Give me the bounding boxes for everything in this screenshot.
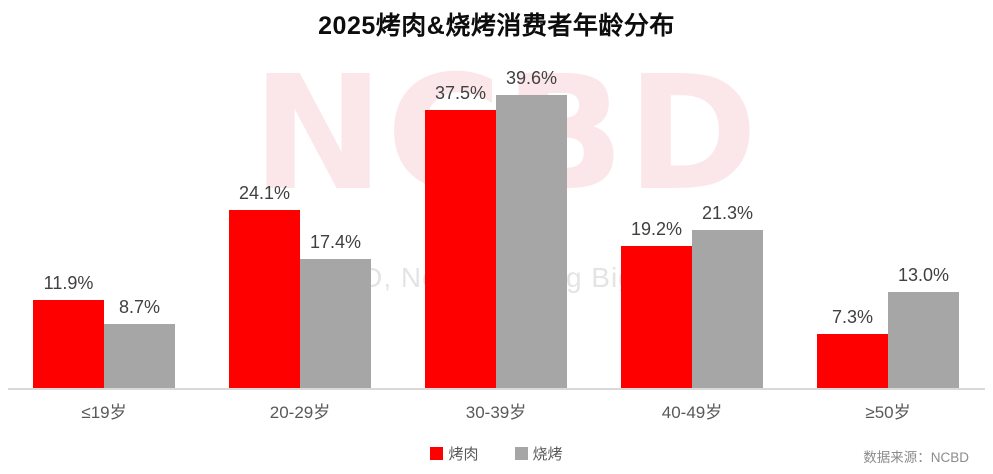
bar-series1-group3 (425, 110, 496, 388)
category-axis: ≤19岁 20-29岁 30-39岁 40-49岁 ≥50岁 (0, 398, 993, 422)
category-label: 20-29岁 (269, 403, 331, 422)
legend: 烤肉 烧烤 (0, 443, 993, 464)
legend-swatch-icon (514, 447, 528, 460)
bar-value-label: 39.6% (505, 68, 558, 88)
bar-value-label: 17.4% (309, 232, 362, 252)
bar-value-label: 11.9% (43, 273, 94, 293)
bar-series1-group4 (621, 246, 692, 388)
bar-value-label: 21.3% (701, 203, 754, 223)
plot-area: 11.9% 8.7% 24.1% 17.4% 37.5% 39.6% 19.2% 21.3% 7… (33, 68, 959, 388)
bar-series2-group5 (888, 292, 959, 388)
legend-item-series1: 烤肉 (430, 443, 479, 464)
bar-series2-group4 (692, 230, 763, 388)
legend-label: 烧烤 (532, 446, 563, 463)
bar-value-label: 37.5% (434, 83, 487, 103)
category-label: ≥50岁 (865, 403, 911, 422)
bar-value-label: 7.3% (831, 307, 874, 327)
bar-series2-group1 (104, 324, 175, 388)
bar-series2-group3 (496, 95, 567, 388)
bar-value-label: 24.1% (238, 183, 291, 203)
bar-value-label: 19.2% (630, 219, 683, 239)
bar-series1-group2 (229, 210, 300, 388)
bar-series1-group5 (817, 334, 888, 388)
legend-swatch-icon (430, 447, 444, 460)
category-label: ≤19岁 (81, 403, 127, 422)
category-label: 40-49岁 (661, 403, 723, 422)
bar-series1-group1 (33, 300, 104, 388)
data-source-note: 数据来源：NCBD (863, 450, 969, 465)
bar-value-label: 8.7% (118, 297, 161, 317)
x-axis-line (8, 388, 985, 390)
bar-series2-group2 (300, 259, 371, 388)
chart-title: 2025烤肉&烧烤消费者年龄分布 (318, 12, 675, 40)
category-label: 30-39岁 (465, 403, 527, 422)
bar-value-label: 13.0% (897, 265, 950, 285)
legend-item-series2: 烧烤 (514, 443, 563, 464)
legend-label: 烤肉 (448, 446, 479, 463)
